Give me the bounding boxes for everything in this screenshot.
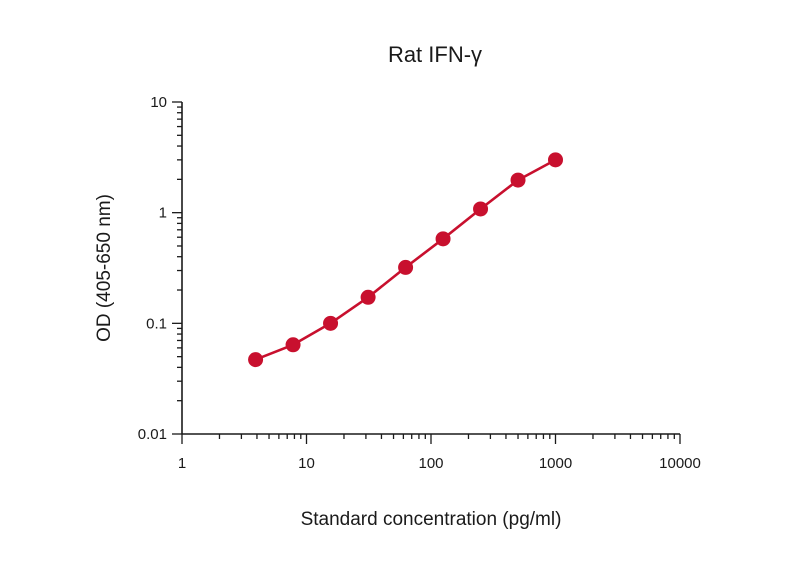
x-tick-label: 100 bbox=[418, 455, 443, 472]
y-tick-label: 0.1 bbox=[146, 315, 167, 332]
series-line bbox=[255, 158, 557, 361]
y-tick-label: 0.01 bbox=[138, 426, 167, 443]
data-point bbox=[548, 152, 563, 168]
chart-title: Rat IFN-γ bbox=[388, 42, 482, 67]
data-point bbox=[473, 201, 489, 217]
x-tick-label: 1 bbox=[178, 455, 186, 472]
series-layer bbox=[248, 152, 563, 368]
data-point bbox=[285, 337, 301, 353]
x-axis-ticks: 1 10 100 1000 10000 bbox=[178, 434, 701, 472]
y-tick-label: 1 bbox=[159, 205, 167, 222]
data-point bbox=[323, 315, 339, 331]
data-point bbox=[398, 259, 414, 275]
x-axis-label: Standard concentration (pg/ml) bbox=[301, 509, 562, 530]
x-tick-label: 10 bbox=[298, 455, 315, 472]
y-tick-label: 10 bbox=[150, 94, 167, 111]
x-tick-label: 10000 bbox=[659, 455, 701, 472]
x-tick-label: 1000 bbox=[539, 455, 572, 472]
data-point bbox=[435, 231, 451, 247]
y-axis-label: OD (405-650 nm) bbox=[94, 194, 115, 342]
y-axis-ticks: 0.01 0.1 1 10 bbox=[138, 94, 182, 443]
data-point bbox=[360, 289, 376, 305]
axes bbox=[181, 102, 680, 435]
data-point bbox=[248, 352, 264, 368]
data-point bbox=[510, 172, 526, 188]
